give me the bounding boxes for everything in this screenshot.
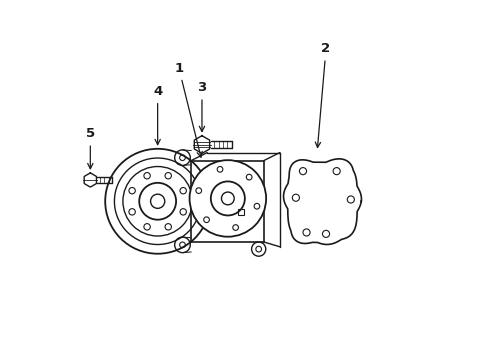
Text: 3: 3 [197, 81, 206, 131]
Bar [238, 209, 244, 215]
Text: 1: 1 [174, 62, 202, 157]
Text: 2: 2 [315, 42, 330, 148]
Text: 4: 4 [153, 85, 162, 145]
Text: 5: 5 [85, 127, 95, 169]
Circle shape [210, 181, 244, 215]
Circle shape [189, 160, 265, 237]
